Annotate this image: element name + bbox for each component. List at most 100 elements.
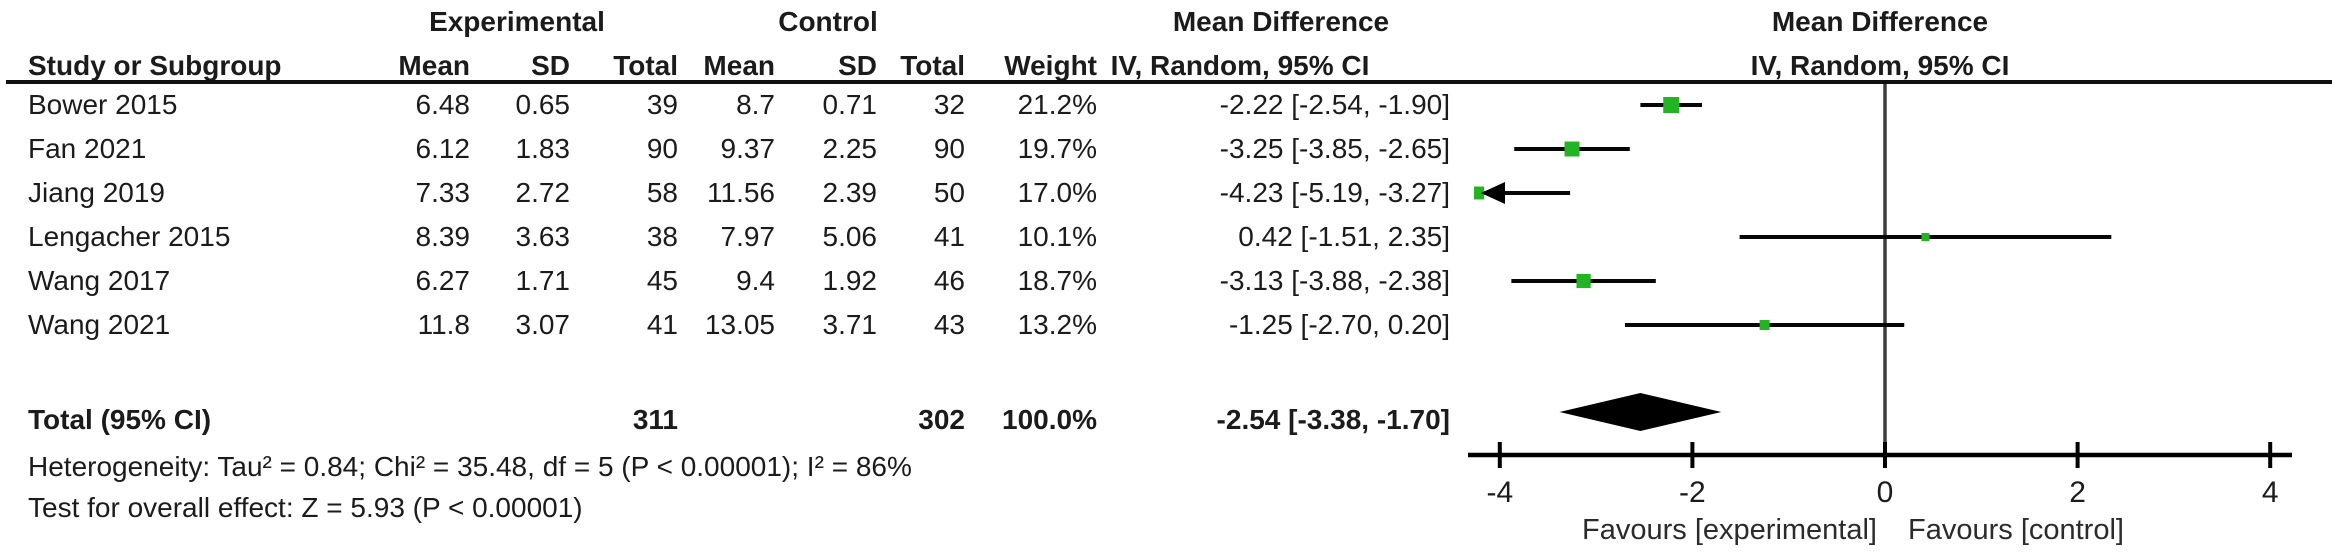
exp-total-value: 41 xyxy=(646,309,678,340)
study-label: Wang 2021 xyxy=(28,309,171,340)
mean-difference-column-header: Mean Difference xyxy=(1172,6,1390,37)
weight-value: 17.0% xyxy=(1017,177,1097,208)
exp-mean-value: 11.8 xyxy=(417,309,470,340)
ctrl-total-header: Total xyxy=(900,50,965,81)
ci-method-column-header: IV, Random, 95% CI xyxy=(1110,50,1370,81)
table-row: Wang 2021 11.8 3.07 41 13.05 3.71 43 13.… xyxy=(0,303,2332,347)
md-ci-value: -4.23 [-5.19, -3.27] xyxy=(1219,177,1450,208)
exp-sd-value: 1.83 xyxy=(515,133,571,164)
total-exp-n: 311 xyxy=(632,404,678,435)
study-label: Wang 2017 xyxy=(28,265,171,296)
axis-tick-label: 0 xyxy=(1877,476,1894,509)
exp-total-value: 58 xyxy=(646,177,678,208)
exp-total-value: 90 xyxy=(646,133,678,164)
study-marker xyxy=(1474,186,1485,200)
table-row: Jiang 2019 7.33 2.72 58 11.56 2.39 50 17… xyxy=(0,171,2332,215)
ctrl-mean-value: 7.97 xyxy=(720,221,776,252)
ctrl-total-value: 32 xyxy=(933,89,965,120)
table-row: Lengacher 2015 8.39 3.63 38 7.97 5.06 41… xyxy=(0,215,2332,259)
exp-total-value: 38 xyxy=(646,221,678,252)
header-divider-line xyxy=(6,80,2332,84)
md-ci-value: -3.13 [-3.88, -2.38] xyxy=(1219,265,1450,296)
experimental-group-header: Experimental xyxy=(429,6,605,37)
table-row: Bower 2015 6.48 0.65 39 8.7 0.71 32 21.2… xyxy=(0,83,2332,127)
total-row: Total (95% CI) 311 302 100.0% -2.54 [-3.… xyxy=(0,398,2332,442)
study-column-header: Study or Subgroup xyxy=(28,50,282,81)
total-md-ci: -2.54 [-3.38, -1.70] xyxy=(1216,404,1450,435)
weight-value: 18.7% xyxy=(1017,265,1097,296)
ctrl-mean-value: 9.37 xyxy=(720,133,776,164)
md-ci-value: -2.22 [-2.54, -1.90] xyxy=(1219,89,1450,120)
control-group-header: Control xyxy=(778,6,878,37)
favours-control-label: Favours [control] xyxy=(1908,514,2124,546)
study-marker xyxy=(1576,273,1591,289)
exp-sd-value: 1.71 xyxy=(515,265,571,296)
weight-value: 19.7% xyxy=(1017,133,1097,164)
ci-clip-arrow-left xyxy=(1481,182,1505,204)
exp-mean-value: 6.48 xyxy=(415,89,471,120)
ctrl-sd-value: 2.39 xyxy=(822,177,878,208)
ctrl-mean-header: Mean xyxy=(703,50,775,81)
plot-title-line1: Mean Difference xyxy=(1771,6,1989,37)
table-group-header-row: Experimental Control Mean Difference Mea… xyxy=(0,0,2332,44)
exp-sd-header: SD xyxy=(531,50,570,81)
pooled-effect-diamond xyxy=(1559,393,1722,431)
ctrl-sd-value: 5.06 xyxy=(822,221,878,252)
study-marker xyxy=(1564,141,1580,157)
plot-title-line2: IV, Random, 95% CI xyxy=(1750,50,2010,81)
exp-mean-value: 6.27 xyxy=(415,265,471,296)
study-label: Fan 2021 xyxy=(28,133,147,164)
study-label: Jiang 2019 xyxy=(28,177,166,208)
weight-value: 13.2% xyxy=(1017,309,1097,340)
weight-value: 10.1% xyxy=(1017,221,1097,252)
ctrl-sd-value: 0.71 xyxy=(822,89,878,120)
ctrl-mean-value: 11.56 xyxy=(707,177,775,208)
study-marker xyxy=(1759,319,1770,331)
exp-mean-header: Mean xyxy=(398,50,470,81)
axis-tick-label: 4 xyxy=(2262,476,2279,509)
md-ci-value: 0.42 [-1.51, 2.35] xyxy=(1238,221,1450,252)
total-weight: 100.0% xyxy=(1002,404,1097,435)
heterogeneity-note: Heterogeneity: Tau² = 0.84; Chi² = 35.48… xyxy=(28,451,912,482)
ctrl-total-value: 90 xyxy=(933,133,965,164)
exp-mean-value: 7.33 xyxy=(415,177,471,208)
exp-total-value: 45 xyxy=(646,265,678,296)
ctrl-mean-value: 8.7 xyxy=(736,89,775,120)
ctrl-mean-value: 9.4 xyxy=(736,265,775,296)
ctrl-sd-value: 3.71 xyxy=(822,309,878,340)
ctrl-sd-header: SD xyxy=(838,50,877,81)
ctrl-sd-value: 2.25 xyxy=(822,133,878,164)
ctrl-total-value: 46 xyxy=(933,265,965,296)
total-ctrl-n: 302 xyxy=(918,404,965,435)
exp-sd-value: 2.72 xyxy=(515,177,571,208)
study-marker xyxy=(1663,97,1680,113)
ctrl-total-value: 41 xyxy=(933,221,965,252)
md-ci-value: -1.25 [-2.70, 0.20] xyxy=(1228,309,1450,340)
total-label: Total (95% CI) xyxy=(28,404,212,435)
exp-mean-value: 6.12 xyxy=(415,133,471,164)
table-row: Wang 2017 6.27 1.71 45 9.4 1.92 46 18.7%… xyxy=(0,259,2332,303)
exp-total-header: Total xyxy=(613,50,678,81)
ctrl-mean-value: 13.05 xyxy=(704,309,775,340)
study-label: Lengacher 2015 xyxy=(28,221,231,252)
exp-sd-value: 3.63 xyxy=(515,221,571,252)
ctrl-total-value: 43 xyxy=(933,309,965,340)
overall-effect-note: Test for overall effect: Z = 5.93 (P < 0… xyxy=(28,492,583,523)
exp-mean-value: 8.39 xyxy=(415,221,471,252)
study-marker xyxy=(1921,233,1930,241)
table-row: Fan 2021 6.12 1.83 90 9.37 2.25 90 19.7%… xyxy=(0,127,2332,171)
axis-tick-label: 2 xyxy=(2069,476,2086,509)
exp-total-value: 39 xyxy=(646,89,678,120)
ctrl-sd-value: 1.92 xyxy=(822,265,878,296)
study-label: Bower 2015 xyxy=(28,89,178,120)
exp-sd-value: 0.65 xyxy=(515,89,571,120)
ctrl-total-value: 50 xyxy=(933,177,965,208)
table-column-header-row: Study or Subgroup Mean SD Total Mean SD … xyxy=(0,44,2332,88)
weight-value: 21.2% xyxy=(1017,89,1097,120)
axis-tick-label: -4 xyxy=(1486,476,1513,509)
md-ci-value: -3.25 [-3.85, -2.65] xyxy=(1219,133,1450,164)
exp-sd-value: 3.07 xyxy=(515,309,571,340)
axis-tick-label: -2 xyxy=(1679,476,1706,509)
